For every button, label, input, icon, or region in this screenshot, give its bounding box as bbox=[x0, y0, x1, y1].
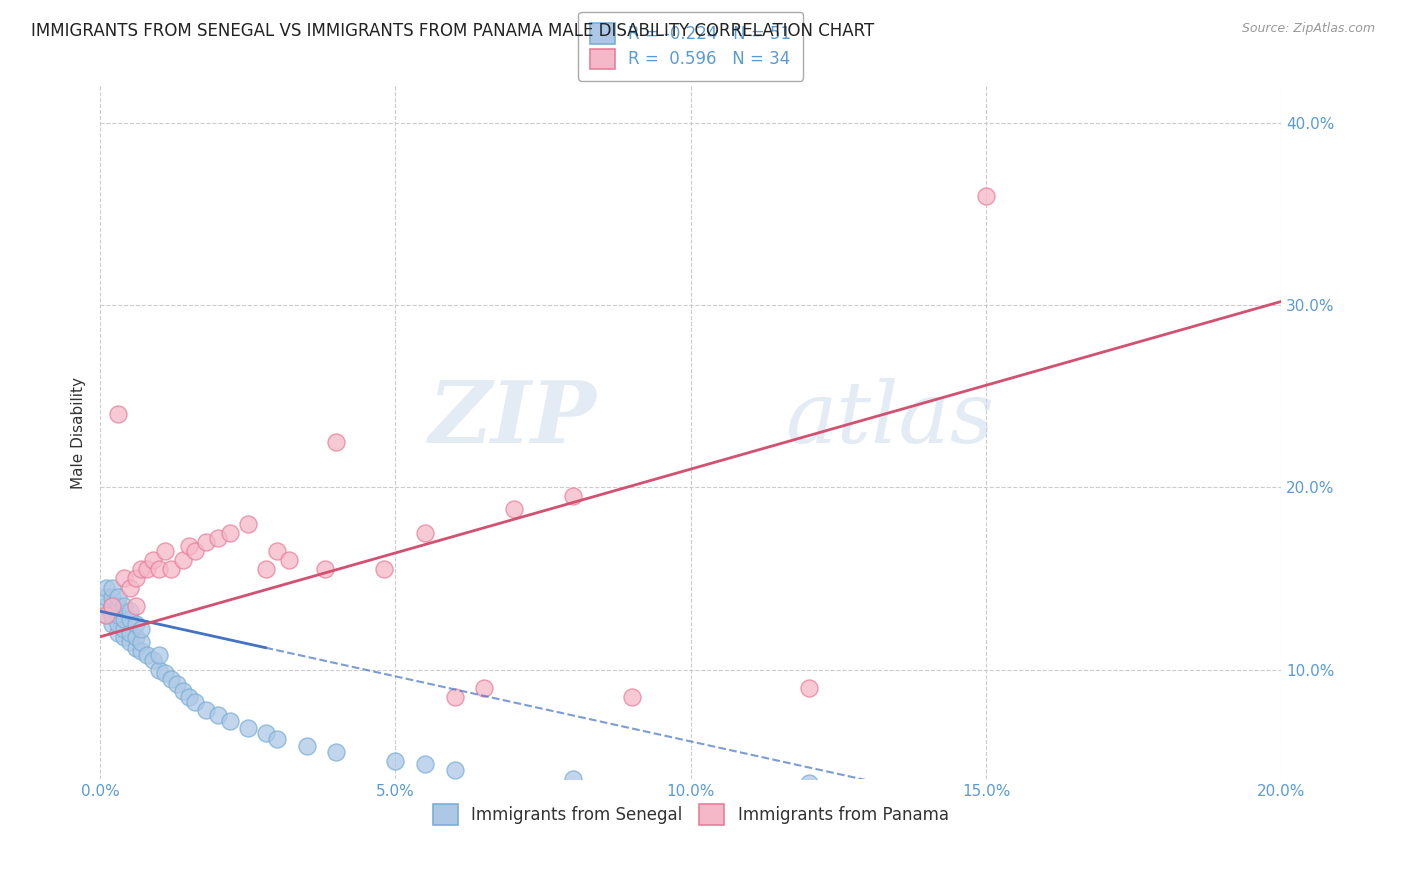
Point bbox=[160, 562, 183, 576]
Point bbox=[107, 617, 129, 632]
Point bbox=[325, 745, 347, 759]
Point bbox=[124, 571, 146, 585]
Point bbox=[107, 626, 129, 640]
Point bbox=[107, 590, 129, 604]
Point bbox=[219, 714, 242, 728]
Y-axis label: Male Disability: Male Disability bbox=[72, 376, 86, 489]
Point bbox=[124, 630, 146, 644]
Point bbox=[94, 607, 117, 622]
Point bbox=[266, 731, 288, 746]
Point bbox=[148, 648, 170, 662]
Point bbox=[101, 607, 124, 622]
Point bbox=[101, 599, 124, 613]
Point bbox=[325, 434, 347, 449]
Point bbox=[131, 562, 153, 576]
Point bbox=[195, 535, 218, 549]
Point bbox=[148, 663, 170, 677]
Point bbox=[166, 677, 188, 691]
Point bbox=[561, 490, 583, 504]
Point bbox=[112, 571, 135, 585]
Point bbox=[131, 635, 153, 649]
Point bbox=[153, 544, 176, 558]
Point bbox=[472, 681, 495, 695]
Point bbox=[502, 502, 524, 516]
Text: ZIP: ZIP bbox=[429, 377, 596, 460]
Legend: Immigrants from Senegal, Immigrants from Panama: Immigrants from Senegal, Immigrants from… bbox=[425, 796, 957, 833]
Point bbox=[112, 599, 135, 613]
Point bbox=[124, 640, 146, 655]
Point bbox=[797, 681, 820, 695]
Point bbox=[118, 635, 141, 649]
Point bbox=[207, 532, 229, 546]
Point bbox=[118, 581, 141, 595]
Point bbox=[183, 544, 205, 558]
Point bbox=[254, 726, 277, 740]
Point bbox=[561, 772, 583, 786]
Text: Source: ZipAtlas.com: Source: ZipAtlas.com bbox=[1241, 22, 1375, 36]
Point bbox=[195, 703, 218, 717]
Point bbox=[94, 607, 117, 622]
Point bbox=[183, 695, 205, 709]
Point bbox=[136, 648, 159, 662]
Point bbox=[207, 708, 229, 723]
Point bbox=[107, 599, 129, 613]
Point bbox=[236, 516, 259, 531]
Point bbox=[101, 590, 124, 604]
Point bbox=[107, 607, 129, 622]
Text: IMMIGRANTS FROM SENEGAL VS IMMIGRANTS FROM PANAMA MALE DISABILITY CORRELATION CH: IMMIGRANTS FROM SENEGAL VS IMMIGRANTS FR… bbox=[31, 22, 875, 40]
Point bbox=[177, 690, 200, 704]
Point bbox=[314, 562, 336, 576]
Point bbox=[160, 672, 183, 686]
Point bbox=[373, 562, 395, 576]
Point bbox=[112, 630, 135, 644]
Point bbox=[974, 188, 997, 202]
Point bbox=[384, 754, 406, 768]
Text: atlas: atlas bbox=[786, 377, 994, 460]
Point bbox=[172, 553, 194, 567]
Point bbox=[172, 684, 194, 698]
Point bbox=[94, 581, 117, 595]
Point bbox=[101, 599, 124, 613]
Point bbox=[266, 544, 288, 558]
Point bbox=[620, 690, 643, 704]
Point bbox=[101, 581, 124, 595]
Point bbox=[142, 653, 165, 667]
Point bbox=[278, 553, 301, 567]
Point bbox=[107, 408, 129, 422]
Point bbox=[131, 644, 153, 658]
Point bbox=[101, 617, 124, 632]
Point bbox=[94, 590, 117, 604]
Point bbox=[443, 690, 465, 704]
Point bbox=[443, 763, 465, 777]
Point bbox=[177, 539, 200, 553]
Point bbox=[118, 626, 141, 640]
Point bbox=[118, 611, 141, 625]
Point bbox=[124, 617, 146, 632]
Point bbox=[153, 666, 176, 681]
Point bbox=[124, 599, 146, 613]
Point bbox=[797, 775, 820, 789]
Point bbox=[413, 525, 436, 540]
Point bbox=[131, 623, 153, 637]
Point bbox=[142, 553, 165, 567]
Point bbox=[295, 739, 318, 753]
Point bbox=[254, 562, 277, 576]
Point bbox=[148, 562, 170, 576]
Point bbox=[236, 721, 259, 735]
Point bbox=[112, 623, 135, 637]
Point bbox=[112, 611, 135, 625]
Point bbox=[136, 562, 159, 576]
Point bbox=[118, 604, 141, 618]
Point bbox=[219, 525, 242, 540]
Point bbox=[94, 599, 117, 613]
Point bbox=[413, 757, 436, 772]
